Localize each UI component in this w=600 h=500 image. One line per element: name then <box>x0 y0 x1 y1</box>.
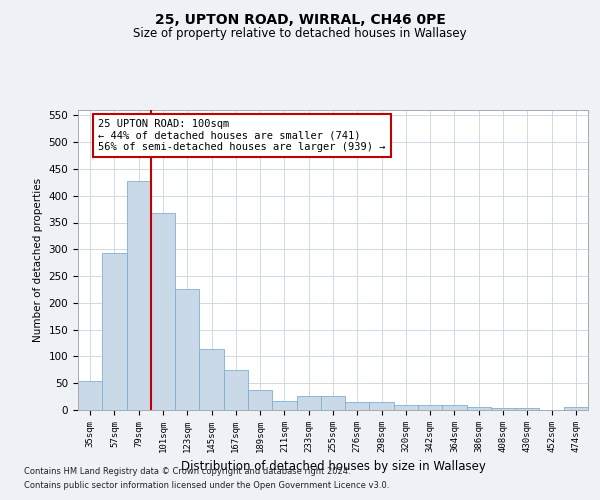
X-axis label: Distribution of detached houses by size in Wallasey: Distribution of detached houses by size … <box>181 460 485 473</box>
Bar <box>491 408 515 410</box>
Bar <box>345 402 370 410</box>
Text: 25, UPTON ROAD, WIRRAL, CH46 0PE: 25, UPTON ROAD, WIRRAL, CH46 0PE <box>155 12 445 26</box>
Text: Contains HM Land Registry data © Crown copyright and database right 2024.: Contains HM Land Registry data © Crown c… <box>24 467 350 476</box>
Bar <box>370 402 394 410</box>
Bar <box>296 396 321 410</box>
Bar <box>175 290 199 410</box>
Bar <box>78 380 102 410</box>
Bar <box>515 408 539 410</box>
Bar <box>442 404 467 410</box>
Bar <box>248 390 272 410</box>
Text: Size of property relative to detached houses in Wallasey: Size of property relative to detached ho… <box>133 28 467 40</box>
Bar <box>151 213 175 410</box>
Bar <box>564 408 588 410</box>
Bar <box>272 401 296 410</box>
Bar <box>127 180 151 410</box>
Y-axis label: Number of detached properties: Number of detached properties <box>33 178 43 342</box>
Text: Contains public sector information licensed under the Open Government Licence v3: Contains public sector information licen… <box>24 481 389 490</box>
Bar <box>102 253 127 410</box>
Bar <box>321 396 345 410</box>
Bar <box>224 370 248 410</box>
Bar <box>418 404 442 410</box>
Bar <box>199 350 224 410</box>
Text: 25 UPTON ROAD: 100sqm
← 44% of detached houses are smaller (741)
56% of semi-det: 25 UPTON ROAD: 100sqm ← 44% of detached … <box>98 119 386 152</box>
Bar <box>467 408 491 410</box>
Bar <box>394 404 418 410</box>
